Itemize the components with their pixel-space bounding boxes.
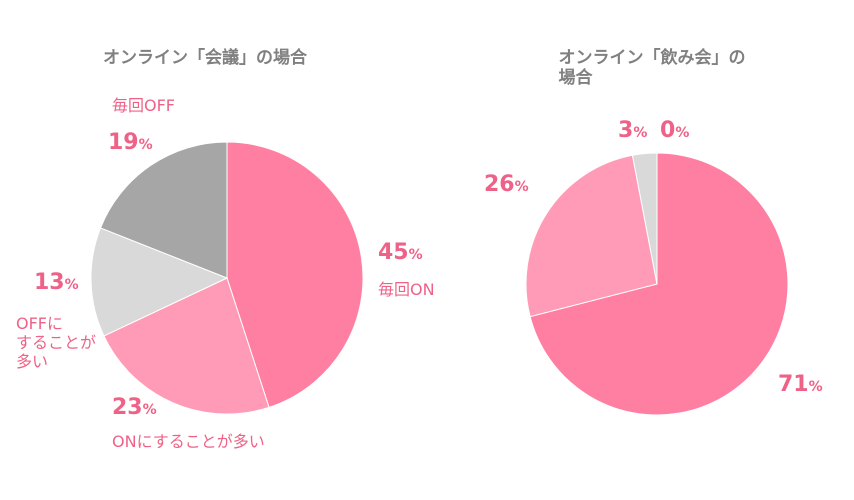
value-label: 45% <box>378 240 423 265</box>
category-label: 毎回OFF <box>112 96 176 115</box>
pie-slice <box>525 154 658 318</box>
chart-title: オンライン「会議」の場合 <box>103 48 307 68</box>
category-label: OFFに することが 多い <box>16 314 97 372</box>
value-label: 26% <box>484 172 529 197</box>
value-label: 0% <box>660 118 690 143</box>
category-label: 毎回ON <box>378 280 435 299</box>
value-label: 13% <box>34 270 79 295</box>
pie-slice <box>90 227 229 337</box>
pie-slice <box>226 141 364 408</box>
value-label: 19% <box>108 130 153 155</box>
category-label: ONにすることが多い <box>112 432 265 451</box>
pie-slice <box>99 141 228 279</box>
pie-slice <box>103 277 270 415</box>
value-label: 3% <box>618 118 648 143</box>
value-label: 71% <box>778 372 823 397</box>
value-label: 23% <box>112 395 157 420</box>
chart-title: オンライン「飲み会」の場合 <box>558 48 746 89</box>
pie-slice <box>529 152 789 416</box>
pie-slice <box>631 152 658 285</box>
